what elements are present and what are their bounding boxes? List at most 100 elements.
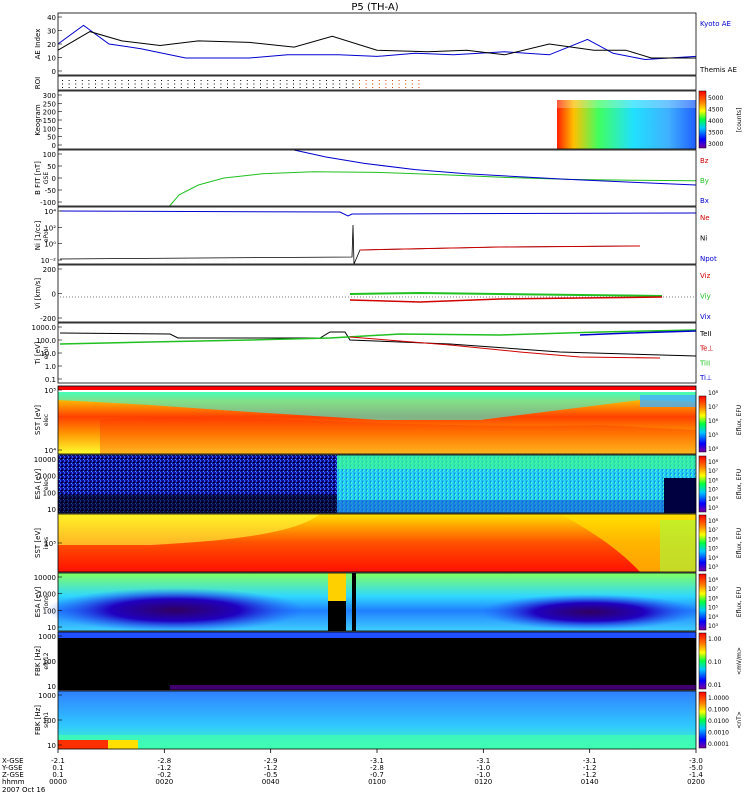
esa_i-ytick-label: 100	[43, 607, 56, 615]
ae-legend-entry: Themis AE	[699, 66, 737, 74]
ae-series-themis-ae	[57, 31, 696, 59]
ti-ytick-label: 1.0	[45, 363, 56, 371]
vi-ytick-label: 0	[52, 291, 56, 299]
ni-ytick-label: 10⁻²	[41, 257, 57, 265]
roi-dot	[405, 87, 407, 88]
roi-dot	[392, 80, 393, 81]
sst_i-ytick-label: 10⁵	[44, 540, 56, 548]
roi-dot	[62, 83, 63, 85]
roi-dot	[253, 87, 255, 88]
roi-dot	[345, 83, 347, 85]
roi-dot	[200, 80, 202, 81]
roi-dot	[134, 80, 136, 81]
esa_i-colorbar-tick: 10⁵	[708, 605, 719, 612]
roi-dot	[266, 83, 268, 85]
roi-dot	[161, 87, 162, 88]
roi-dot	[108, 83, 110, 85]
ti-legend-entry: Te⊥	[699, 345, 714, 353]
roi-dot	[398, 83, 400, 85]
x-axis-tick-label: -3.0	[689, 757, 703, 765]
roi-dot	[213, 83, 215, 85]
roi-dot	[385, 80, 387, 81]
esa_e-colorbar-tick: 10⁶	[708, 477, 719, 484]
roi-dot	[233, 83, 235, 85]
sst-elec-colorbar	[698, 395, 707, 453]
roi-dot	[128, 87, 129, 88]
roi-dot	[154, 83, 156, 85]
bfit-ytick-label: 50	[47, 163, 56, 171]
bfit-ytick-label: 0	[52, 175, 56, 183]
ti-ytick-label: 1000.0	[32, 324, 57, 332]
ni-ylabel: Ni [1/cc]	[34, 221, 42, 251]
roi-dot	[141, 87, 143, 88]
esa_i-colorbar-tick: 10³	[708, 623, 719, 630]
ae-ytick-label: 30	[47, 28, 56, 36]
esa_i-ylabel-sub: ions	[43, 596, 50, 608]
ti-trace-teperp	[349, 336, 661, 359]
roi-dot	[68, 80, 70, 81]
roi-dot	[319, 83, 321, 85]
x-axis-row-label: 2007 Oct 16	[2, 786, 46, 794]
fbk_b-ytick-label: 10	[47, 742, 56, 750]
fbk_b-ytick-label: 1000	[38, 692, 56, 700]
keogram-ytick-label: 200	[43, 109, 56, 117]
ti-trace-teii	[59, 331, 697, 357]
roi-dot	[372, 87, 374, 88]
bfit-ylabel: B FIT [nT]	[34, 161, 42, 195]
fbk_e-ytick-label: 10	[47, 683, 56, 691]
roi-dot	[220, 87, 222, 88]
roi-dot	[227, 83, 228, 85]
sst_e-ytick-label: 10⁴	[44, 447, 56, 455]
roi-dot	[286, 80, 288, 81]
roi-dot	[207, 87, 209, 88]
sst_i-ylabel: SST [eV]	[34, 528, 42, 558]
fbk_e-ylabel-sub: efp12	[43, 652, 50, 669]
roi-frame	[57, 75, 697, 91]
sst_e-ytick-label: 10⁵	[44, 387, 56, 395]
roi-dot	[147, 83, 149, 85]
x-axis-tick-label: -1.2	[264, 764, 278, 772]
keogram-ytick-label: 50	[47, 134, 56, 142]
x-axis-tick-label: -1.0	[476, 764, 490, 772]
roi-dot	[154, 80, 156, 81]
roi-dot	[392, 83, 393, 85]
line-series-layer	[57, 24, 697, 359]
roi-dot	[62, 87, 63, 88]
roi-dot	[240, 83, 242, 85]
roi-dot	[352, 80, 354, 81]
esa-elec-colorbar	[698, 455, 707, 513]
esa_i-ytick-label: 10	[47, 624, 56, 632]
ti-trace-tiperp	[579, 330, 697, 336]
roi-dot	[365, 87, 367, 88]
roi-dot	[75, 87, 77, 88]
roi-dot	[161, 80, 162, 81]
x-axis-tick-label: -2.1	[51, 757, 65, 765]
sst_i-ylabel-sub: ions	[43, 537, 50, 549]
ni-frame	[57, 206, 697, 265]
fbk_b-ylabel-sub: scm1	[43, 712, 50, 728]
bfit-ylabel-sub: GSE	[43, 172, 50, 184]
roi-dot	[279, 80, 281, 81]
roi-dot	[134, 87, 136, 88]
roi-dot	[378, 87, 380, 88]
roi-dot	[141, 80, 143, 81]
roi-dot	[418, 87, 420, 88]
esa_e-ytick-label: 10	[47, 506, 56, 514]
roi-dot	[418, 80, 420, 81]
esa_i-colorbar-tick: 10⁷	[708, 586, 719, 593]
roi-dot	[180, 87, 182, 88]
fbk_e-colorbar-label: <mV/m>	[736, 647, 743, 675]
esa_e-ylabel: ESA [eV]	[34, 468, 42, 499]
esa_i-colorbar-tick: 10⁶	[708, 595, 719, 602]
roi-dot	[174, 80, 176, 81]
sst_i-colorbar-tick: 10⁸	[708, 518, 719, 525]
roi-dot	[200, 87, 202, 88]
roi-dot	[253, 83, 255, 85]
roi-dot	[220, 80, 222, 81]
roi-dot	[81, 80, 83, 81]
x-axis-tick-label: 0.1	[52, 771, 63, 779]
roi-dot	[101, 83, 103, 85]
roi-dot	[95, 83, 96, 85]
sst_e-colorbar-tick: 10⁴	[708, 446, 719, 453]
sst_e-colorbar-tick: 10⁵	[708, 432, 719, 439]
